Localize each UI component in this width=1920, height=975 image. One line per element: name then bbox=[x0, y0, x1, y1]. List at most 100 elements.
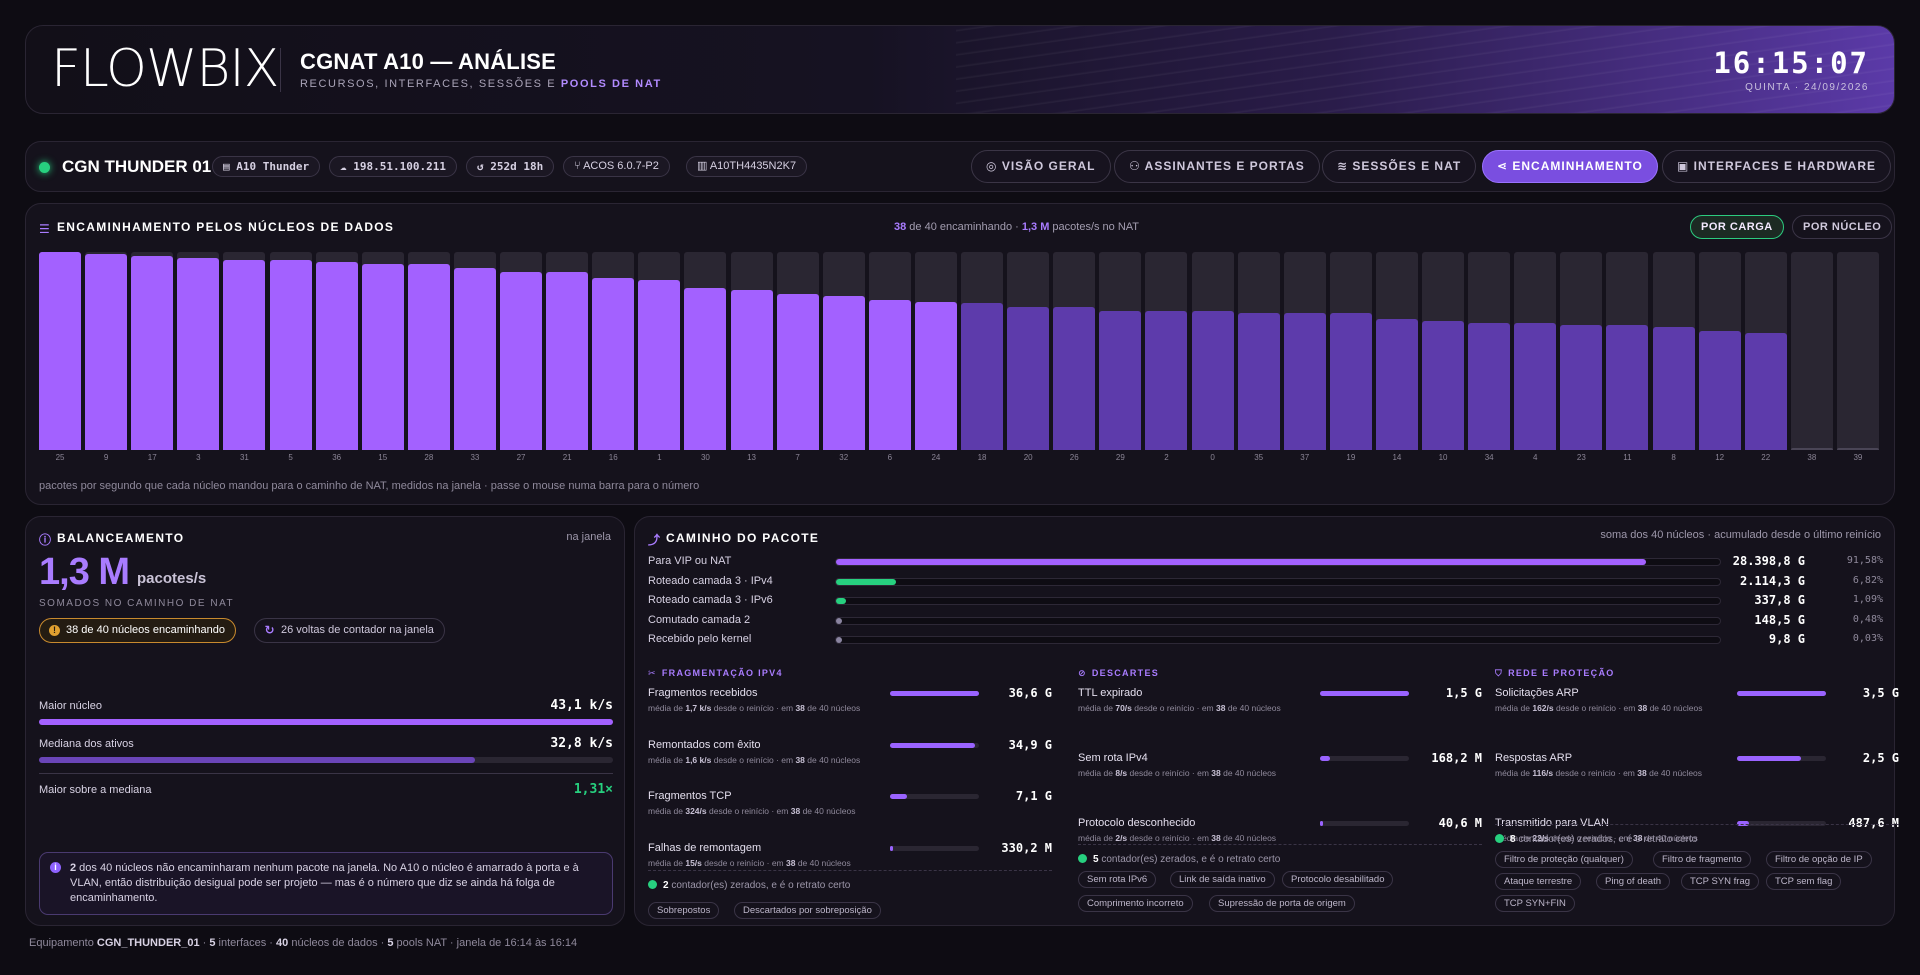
core-bar-fill bbox=[269, 259, 312, 450]
core-bar[interactable] bbox=[1744, 252, 1787, 450]
core-bar[interactable] bbox=[1145, 252, 1188, 450]
core-bar[interactable] bbox=[269, 252, 312, 450]
balance-value: 1,3 M bbox=[39, 551, 130, 593]
packet-path-note: soma dos 40 núcleos · acumulado desde o … bbox=[1600, 529, 1881, 541]
counter-value: 2,5 G bbox=[1862, 751, 1899, 765]
counter-bar bbox=[1320, 756, 1409, 761]
core-bar[interactable] bbox=[1468, 252, 1511, 450]
info-icon: ⓘ bbox=[39, 533, 53, 547]
median-bar-fill bbox=[39, 757, 476, 763]
tab-interfaces[interactable]: ▣ INTERFACES E HARDWARE bbox=[1662, 150, 1892, 183]
core-bar[interactable] bbox=[1698, 252, 1741, 450]
core-bar-label: 33 bbox=[470, 453, 480, 462]
core-bar[interactable] bbox=[638, 252, 681, 450]
core-bar-fill bbox=[546, 271, 589, 450]
sort-by-load-toggle[interactable]: POR CARGA bbox=[1690, 215, 1784, 239]
core-bar[interactable] bbox=[684, 252, 727, 450]
counter-bar-fill bbox=[1737, 821, 1750, 826]
core-bar[interactable] bbox=[914, 252, 957, 450]
counter-bar-fill bbox=[890, 742, 975, 748]
core-bar-label: 21 bbox=[562, 453, 572, 462]
core-bar[interactable] bbox=[1514, 252, 1557, 450]
tab-sessions[interactable]: ≋ SESSÕES E NAT bbox=[1322, 150, 1477, 183]
core-bar[interactable] bbox=[177, 252, 220, 450]
core-bar[interactable] bbox=[1237, 252, 1280, 450]
core-bar[interactable] bbox=[822, 252, 865, 450]
core-bar-label: 4 bbox=[1533, 453, 1538, 462]
core-bar[interactable] bbox=[1099, 252, 1142, 450]
core-bar[interactable] bbox=[1560, 252, 1603, 450]
core-bar[interactable] bbox=[1375, 252, 1418, 450]
core-bar[interactable] bbox=[315, 252, 358, 450]
counter-bar-fill bbox=[890, 794, 907, 799]
median-bar bbox=[39, 757, 613, 763]
row-fill bbox=[836, 637, 842, 643]
row-percent: 91,58% bbox=[1846, 555, 1883, 566]
core-bar[interactable] bbox=[1329, 252, 1372, 450]
core-bar[interactable] bbox=[1606, 252, 1649, 450]
core-bar[interactable] bbox=[453, 252, 496, 450]
core-bar[interactable] bbox=[776, 252, 819, 450]
core-bar[interactable] bbox=[546, 252, 589, 450]
row-percent: 6,82% bbox=[1852, 574, 1883, 586]
core-bar[interactable] bbox=[39, 252, 82, 450]
date-label: QUINTA · 24/09/2026 bbox=[1745, 82, 1869, 93]
core-bar[interactable] bbox=[961, 252, 1004, 450]
counter-bar-fill bbox=[1737, 691, 1826, 696]
core-bar[interactable] bbox=[1191, 252, 1234, 450]
core-bar-fill bbox=[776, 293, 819, 450]
core-bar-label: 23 bbox=[1576, 453, 1586, 462]
core-bar[interactable] bbox=[1053, 252, 1096, 450]
counter-value: 168,2 M bbox=[1431, 751, 1482, 765]
forwarding-summary: 38 de 40 encaminhando · 1,3 M pacotes/s … bbox=[894, 221, 1140, 233]
zeroed-counter-tag: Filtro de proteção (qualquer) bbox=[1495, 851, 1633, 868]
counter-bar bbox=[1737, 821, 1826, 826]
counter-label: Sem rota IPv4 bbox=[1078, 752, 1148, 764]
core-bar-fill bbox=[638, 279, 681, 450]
counter-bar bbox=[890, 742, 979, 748]
counter-rate: média de 2/s desde o reinício · em 38 de… bbox=[1078, 833, 1277, 843]
core-bar-label: 28 bbox=[424, 453, 434, 462]
core-bar[interactable] bbox=[361, 252, 404, 450]
counter-row: Sem rota IPv4 168,2 M média de 8/s desde o… bbox=[1078, 751, 1482, 786]
core-bar-fill bbox=[1422, 321, 1465, 450]
ban-icon: ⊘ bbox=[1078, 668, 1087, 678]
forwarding-panel: ☰ ENCAMINHAMENTO PELOS NÚCLEOS DE DADOS 3… bbox=[25, 203, 1895, 505]
counter-rate: média de 324/s desde o reinício · em 38 … bbox=[648, 806, 856, 816]
core-bar[interactable] bbox=[407, 252, 450, 450]
core-bar[interactable] bbox=[1790, 252, 1833, 450]
core-bar[interactable] bbox=[500, 252, 543, 450]
core-bar[interactable] bbox=[1007, 252, 1050, 450]
tab-subscribers[interactable]: ⚇ ASSINANTES E PORTAS bbox=[1114, 150, 1320, 183]
core-bar[interactable] bbox=[868, 252, 911, 450]
row-label: Para VIP ou NAT bbox=[648, 555, 732, 567]
core-bar[interactable] bbox=[1836, 252, 1879, 450]
tab-overview[interactable]: ◎ VISÃO GERAL bbox=[971, 150, 1111, 183]
sort-by-core-toggle[interactable]: POR NÚCLEO bbox=[1792, 215, 1893, 239]
zeroed-counter-tag: Sobrepostos bbox=[648, 902, 720, 919]
zeroed-counter-tag: Ataque terrestre bbox=[1495, 873, 1582, 890]
core-bar[interactable] bbox=[223, 252, 266, 450]
core-bar[interactable] bbox=[1283, 252, 1326, 450]
core-bar[interactable] bbox=[592, 252, 635, 450]
counter-rate: média de 1,7 k/s desde o reinício · em 3… bbox=[648, 703, 861, 713]
tab-forwarding[interactable]: ⋖ ENCAMINHAMENTO bbox=[1482, 150, 1658, 183]
counter-value: 40,6 M bbox=[1438, 816, 1482, 830]
core-bar[interactable] bbox=[1422, 252, 1465, 450]
counter-bar bbox=[1737, 756, 1826, 761]
core-bar-label: 5 bbox=[288, 453, 293, 462]
core-bar[interactable] bbox=[730, 252, 773, 450]
section-divider bbox=[1078, 844, 1482, 845]
page-title: CGNAT A10 — ANÁLISE bbox=[300, 49, 557, 74]
row-label: Recebido pelo kernel bbox=[648, 633, 752, 645]
core-bar[interactable] bbox=[131, 252, 174, 450]
core-bar[interactable] bbox=[85, 252, 128, 450]
max-core-bar-fill bbox=[39, 719, 613, 725]
counter-bar bbox=[890, 794, 979, 799]
core-bar-label: 37 bbox=[1300, 453, 1310, 462]
zeroed-counters-note: 8 contador(es) zerados, e é o retrato ce… bbox=[1495, 834, 1697, 845]
core-bar-fill bbox=[592, 277, 635, 450]
counter-bar bbox=[890, 845, 979, 851]
section-title: ⛉ REDE E PROTEÇÃO bbox=[1495, 668, 1615, 678]
core-bar[interactable] bbox=[1652, 252, 1695, 450]
